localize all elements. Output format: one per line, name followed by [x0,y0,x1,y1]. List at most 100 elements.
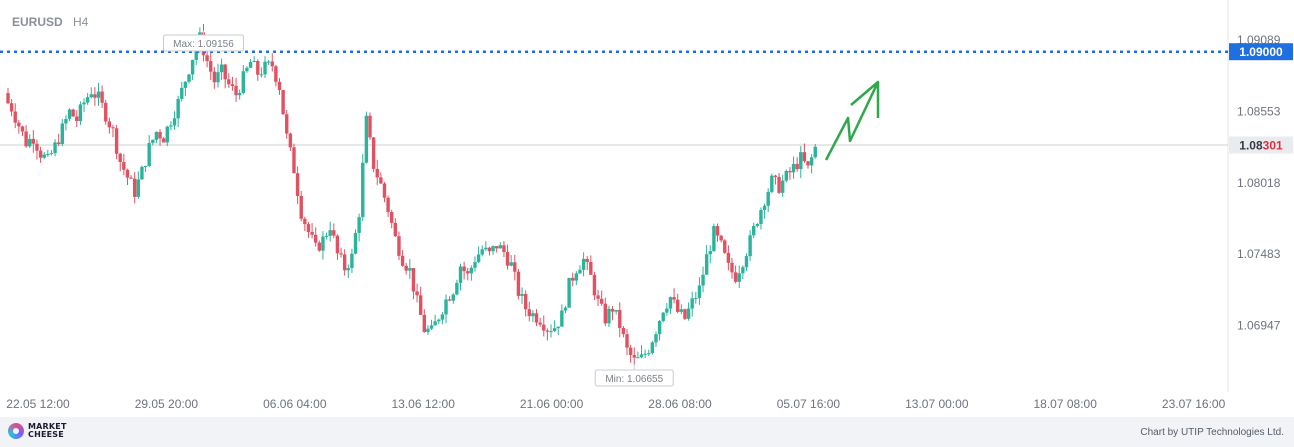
candle-body [180,87,184,99]
candle-body [809,157,814,166]
candle-body [784,170,788,181]
candle-body [672,297,676,300]
candle-body [85,97,90,103]
candle-body [723,240,727,253]
price-chart[interactable]: EURUSD H4 1.090891.085531.080181.074831.… [0,0,1294,417]
candle-body [487,247,492,252]
candle-body [495,246,499,249]
candle-body [82,102,86,105]
candle-body [321,236,325,251]
candle-body [397,236,401,256]
candle-body [104,102,108,122]
candle-body [114,128,119,154]
candle-body [75,116,79,122]
x-tick-label: 23.07 16:00 [1162,397,1226,411]
candle-body [256,60,260,75]
candle-body [444,299,448,315]
chart-credit: Chart by UTIP Technologies Ltd. [1140,427,1284,438]
x-tick-label: 18.07 08:00 [1033,397,1097,411]
brand-logo-line1: MARKET [28,422,67,431]
candle-body [46,154,50,156]
candle-body [777,176,781,193]
candle-body [556,326,560,329]
candle-body [574,273,579,281]
candle-body [299,195,303,219]
candle-body [292,147,296,174]
min-price-tag: Min: 1.06655 [594,364,674,387]
candle-body [335,235,340,254]
candle-body [187,74,191,82]
candle-body [538,322,542,325]
candle-body [665,308,669,313]
current-tag-label: 1.08301 [1239,138,1283,152]
candle-body [408,268,412,271]
forecast-arrow-path [824,81,880,161]
min-tag-box [594,369,674,387]
candle-body [780,180,785,193]
candle-body [599,298,604,304]
candle-body [621,327,626,335]
candle-body [614,309,618,312]
candle-body [455,282,459,295]
candle-body [581,258,586,270]
level-price-tag: 1.09000 [1229,43,1293,61]
level-tag-label: 1.09000 [1239,45,1283,59]
candle-body [237,92,242,96]
candle-body [625,334,629,348]
candle-body [520,293,524,296]
candle-body [122,161,126,170]
candle-body [748,235,752,257]
candle-body [650,342,655,354]
brand-logo-text: MARKET CHEESE [28,423,67,439]
current-tag-box [1229,136,1293,154]
x-tick-label: 29.05 20:00 [135,397,199,411]
candle-body [527,309,531,317]
candle-body [415,291,419,296]
candle-body [686,308,691,319]
candle-body [60,123,64,144]
candle-body [701,274,705,286]
candle-body [379,177,383,184]
candle-body [17,122,21,127]
candle-body [733,272,738,282]
candle-body [89,94,93,98]
candle-body [78,104,83,122]
x-tick-label: 05.07 16:00 [777,397,841,411]
min-tag-label: Min: 1.06655 [605,374,663,385]
x-tick-label: 28.06 08:00 [648,397,712,411]
candle-body [118,153,122,162]
candle-body [332,230,336,236]
candle-body [513,262,517,272]
candle-body [744,256,749,268]
candle-body [737,273,741,282]
candle-body [111,127,115,129]
x-tick-label: 22.05 12:00 [6,397,70,411]
candle-body [24,131,28,147]
candle-body [542,324,546,331]
candle-body [523,293,528,310]
candle-body [281,90,285,115]
candle-body [194,48,198,60]
candle-body [96,91,101,98]
candle-body [306,224,311,232]
candle-body [49,153,54,155]
candle-body [71,109,75,117]
candle-body [628,347,633,356]
candle-body [618,309,622,328]
candle-body [259,74,264,76]
candle-body [143,165,148,167]
candle-body [361,162,365,218]
candle-body [270,61,274,67]
max-tag-label: Max: 1.09156 [173,39,234,50]
candle-body [53,142,57,154]
candle-body [632,355,636,358]
candle-body [762,205,767,211]
candle-body [480,249,484,255]
y-tick-label: 1.07483 [1237,247,1281,261]
candle-body [592,274,597,296]
candle-body [719,235,723,241]
candle-body [147,142,151,166]
candle-body [596,295,600,299]
candle-body [726,252,731,263]
candle-body [129,177,133,179]
